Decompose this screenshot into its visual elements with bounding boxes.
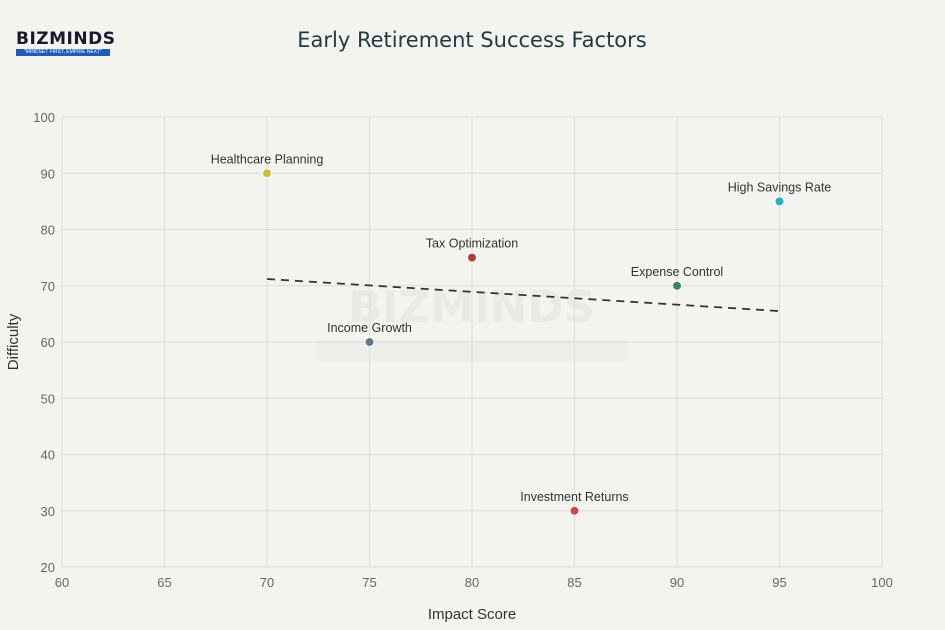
chart-title: Early Retirement Success Factors [297,28,646,52]
logo-name: BIZMINDS [16,29,116,49]
y-axis-label: Difficulty [5,313,22,370]
y-tick-label: 100 [33,110,55,125]
point-label: Investment Returns [520,490,628,504]
data-point [774,196,785,207]
point-label: Income Growth [327,321,412,335]
trend-line [266,278,780,312]
x-tick-label: 70 [260,575,274,590]
x-tick-label: 90 [670,575,684,590]
point-label: Healthcare Planning [211,152,324,166]
bizminds-logo: BIZMINDS "MINDSET FIRST, EMPIRE NEXT" [16,29,116,56]
x-tick-label: 100 [871,575,893,590]
y-tick-label: 90 [41,166,55,181]
y-tick-label: 70 [41,279,55,294]
y-tick-label: 30 [41,504,55,519]
data-point [467,252,477,263]
x-tick-label: 65 [157,575,171,590]
y-tick-label: 40 [41,448,55,463]
data-point [262,168,272,179]
y-tick-label: 20 [41,560,55,575]
x-tick-label: 80 [465,575,479,590]
point-label: Tax Optimization [426,237,518,251]
point-label: High Savings Rate [728,180,832,194]
y-tick-label: 50 [41,391,55,406]
x-tick-label: 75 [362,575,376,590]
x-tick-label: 85 [567,575,581,590]
data-point [364,337,375,347]
y-tick-label: 80 [41,223,55,238]
x-axis-label: Impact Score [428,606,516,623]
data-point [569,505,580,516]
point-label: Expense Control [631,265,723,279]
data-point [672,280,682,291]
x-tick-label: 60 [55,575,69,590]
x-tick-label: 95 [772,575,786,590]
logo-tagline: "MINDSET FIRST, EMPIRE NEXT" [16,49,110,56]
y-tick-label: 60 [41,335,55,350]
